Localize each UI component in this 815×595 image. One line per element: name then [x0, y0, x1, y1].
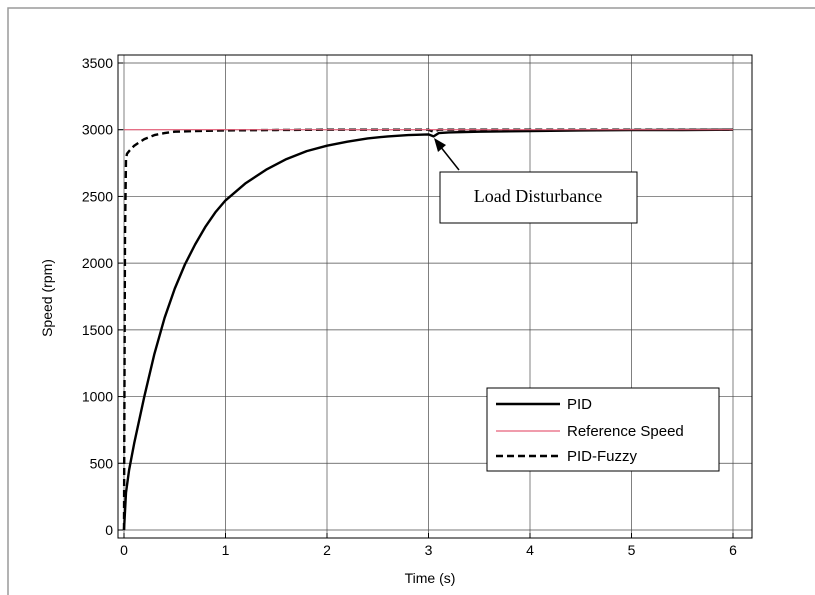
y-tick-labels: 0 500 1000 1500 2000 2500 3000 3500 [82, 55, 113, 538]
y-tick-label: 3500 [82, 55, 113, 71]
y-tick-label: 0 [105, 522, 113, 538]
x-tick-label: 2 [323, 542, 331, 558]
x-tick-labels: 0 1 2 3 4 5 6 [120, 542, 737, 558]
plot-frame [117, 54, 753, 539]
figure-border [7, 7, 815, 595]
y-tick-label: 2500 [82, 188, 113, 204]
x-tick-label: 6 [729, 542, 737, 558]
legend: PID Reference Speed PID-Fuzzy [486, 387, 720, 472]
annotation-text: Load Disturbance [474, 186, 602, 206]
annotation-arrow-head [434, 138, 446, 152]
y-tick-label: 3000 [82, 122, 113, 138]
plot-area: 0 1 2 3 4 5 6 0 500 1000 1500 2000 2500 3000 3500 [82, 54, 753, 558]
series-line-pid-fuzzy [122, 128, 733, 531]
y-tick-label: 500 [90, 455, 114, 471]
legend-label-pid: PID [567, 396, 592, 413]
y-tick-label: 2000 [82, 255, 113, 271]
annotation: Load Disturbance [434, 138, 638, 224]
x-axis-label: Time (s) [405, 570, 456, 586]
series-lines [122, 128, 734, 531]
y-axis-label: Speed (rpm) [39, 259, 55, 337]
annotation-box [439, 171, 638, 224]
x-tick-label: 5 [628, 542, 636, 558]
x-tick-label: 0 [120, 542, 128, 558]
y-tick-label: 1500 [82, 322, 113, 338]
legend-label-reference: Reference Speed [567, 423, 684, 440]
x-tick-label: 4 [526, 542, 534, 558]
annotation-arrow-line [439, 145, 460, 171]
series-line-pid [122, 128, 734, 531]
legend-label-pid-fuzzy: PID-Fuzzy [567, 448, 638, 465]
x-tick-label: 3 [425, 542, 433, 558]
legend-box [486, 387, 720, 472]
x-tick-label: 1 [222, 542, 230, 558]
y-tick-label: 1000 [82, 389, 113, 405]
